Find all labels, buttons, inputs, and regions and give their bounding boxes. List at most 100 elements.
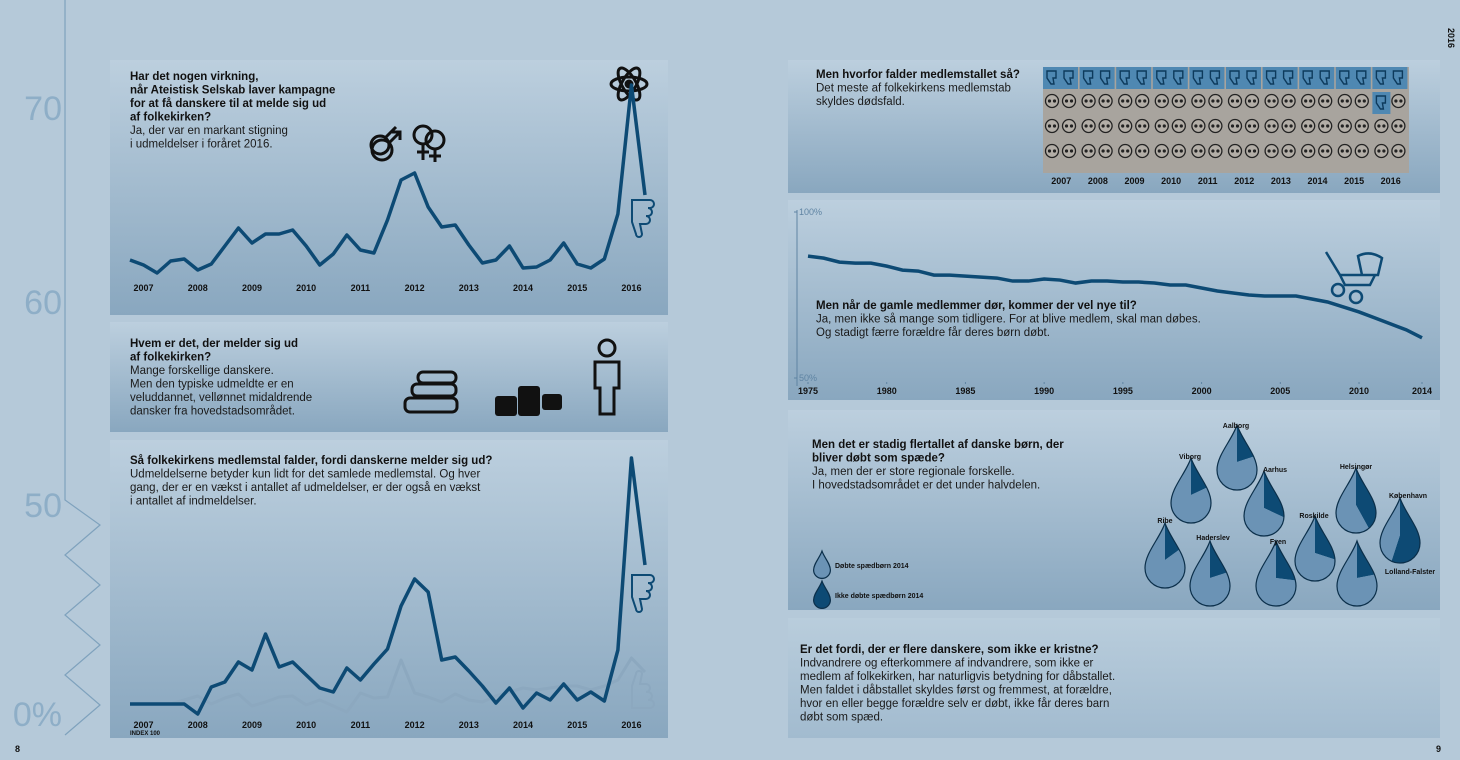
skull-eye <box>1362 99 1366 103</box>
body-text: skyldes dødsfald. <box>816 96 905 108</box>
drop-label: København <box>1389 493 1427 500</box>
thumb <box>1173 70 1184 85</box>
skull-eye <box>1304 124 1308 128</box>
skull-eye <box>1089 149 1093 153</box>
x-tick-label: 2014 <box>1307 176 1327 186</box>
x-tick-label: 2011 <box>351 283 371 293</box>
skull <box>1227 118 1243 134</box>
heading: for at få danskere til at melde sig ud <box>130 98 326 110</box>
x-tick-label: 2013 <box>1271 176 1291 186</box>
skull <box>1061 118 1077 134</box>
skull-eye <box>1047 99 1052 103</box>
skull-eye <box>1399 124 1403 128</box>
skull <box>1301 93 1316 109</box>
data-line <box>807 254 1423 340</box>
skull-eye <box>1199 99 1203 103</box>
x-tick-label: 2000 <box>1192 386 1212 396</box>
skull <box>1264 118 1279 134</box>
skull <box>1281 118 1296 134</box>
skull-eye <box>1377 124 1381 128</box>
skull <box>1301 118 1316 134</box>
skull-eye <box>1267 124 1271 128</box>
skull <box>1354 93 1369 109</box>
body-text: døbt som spæd. <box>800 712 883 724</box>
skull-eye <box>1289 124 1293 128</box>
drop-outline <box>812 579 832 609</box>
heading: af folkekirken? <box>130 112 211 124</box>
skull-eye <box>1194 124 1198 128</box>
panel <box>788 200 1440 400</box>
thumb <box>1082 70 1094 85</box>
year-icons <box>1043 67 1078 159</box>
drop-wedge <box>1264 471 1284 534</box>
skull-eye <box>1321 149 1325 153</box>
thumb <box>1392 70 1404 85</box>
x-tick-label: 2012 <box>405 283 425 293</box>
skull <box>1044 118 1060 134</box>
skull <box>1264 93 1279 109</box>
skull-eye <box>1084 99 1088 103</box>
x-tick-label: 1990 <box>1034 386 1054 396</box>
thumb <box>1356 70 1367 85</box>
books-icon <box>403 370 459 414</box>
thumb <box>1119 70 1130 85</box>
year-icons <box>1372 67 1408 159</box>
index-note: INDEX 100 <box>130 731 161 737</box>
thumb <box>1339 70 1350 85</box>
x-tick-label: 2015 <box>1344 176 1364 186</box>
skull-eye <box>1345 149 1349 153</box>
drop-wedge <box>1336 468 1376 533</box>
skull <box>1227 143 1243 159</box>
x-tick-label: 2011 <box>351 720 371 730</box>
body-text: i antallet af indmeldelser. <box>130 496 257 508</box>
thumb <box>1246 70 1257 85</box>
skull <box>1374 143 1389 159</box>
x-tick-label: 2007 <box>1051 176 1071 186</box>
drop-outline <box>1294 514 1336 582</box>
skull-eye <box>1179 149 1183 153</box>
body-text: gang, der er en vækst i antallet af udme… <box>130 482 481 494</box>
panel <box>110 60 668 315</box>
skull-eye <box>1199 149 1203 153</box>
skull-eye <box>1179 124 1183 128</box>
skull-eye <box>1047 149 1052 153</box>
thumb <box>1063 70 1074 85</box>
drop-label: Fyen <box>1270 539 1286 546</box>
skull-eye <box>1399 149 1403 153</box>
x-tick-label: 2013 <box>459 283 479 293</box>
panel <box>788 618 1440 738</box>
skull <box>1098 93 1113 109</box>
skull-eye <box>1143 149 1147 153</box>
skull-eye <box>1321 124 1325 128</box>
body-text: i udmeldelser i foråret 2016. <box>130 139 273 151</box>
skull-eye <box>1284 149 1288 153</box>
x-tick-label: 2008 <box>188 283 208 293</box>
year-icons <box>1152 67 1188 159</box>
x-tick-label: 2010 <box>1161 176 1181 186</box>
page-number: 8 <box>15 744 20 754</box>
skull-eye <box>1235 99 1240 103</box>
heading: Så folkekirkens medlemstal falder, fordi… <box>130 455 492 467</box>
skull-eye <box>1272 99 1276 103</box>
thumb <box>1265 70 1277 85</box>
x-tick-label: 2011 <box>1198 176 1218 186</box>
skull-eye <box>1235 149 1240 153</box>
skull-eye <box>1179 99 1183 103</box>
skull <box>1264 143 1279 159</box>
skull-eye <box>1121 99 1125 103</box>
skull-eye <box>1194 99 1198 103</box>
x-tick-label: 2010 <box>296 720 316 730</box>
skull <box>1171 118 1186 134</box>
drop-label: Aarhus <box>1263 467 1287 474</box>
year-tab: 2016 <box>1446 28 1456 48</box>
skull <box>1081 143 1096 159</box>
skull-eye <box>1084 124 1088 128</box>
gender-icon <box>412 124 446 162</box>
thumb <box>1302 70 1313 85</box>
body-text: Men faldet i dåbstallet skyldes først og… <box>800 685 1112 697</box>
skull-eye <box>1252 149 1257 153</box>
skull <box>1135 143 1150 159</box>
x-tick-label: 2016 <box>621 720 641 730</box>
skull-eye <box>1230 99 1235 103</box>
